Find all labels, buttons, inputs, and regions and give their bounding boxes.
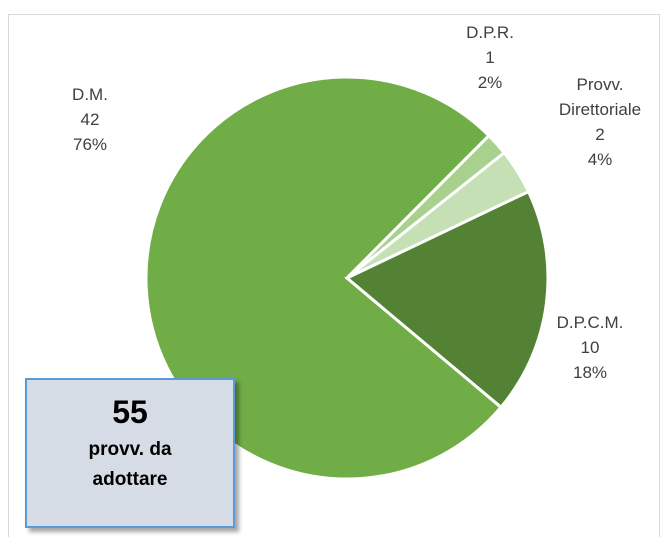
percent-label: 4% — [587, 150, 613, 169]
total-label: provv. da adottare — [88, 439, 172, 490]
value-label: 2 — [595, 125, 605, 144]
value-label: 10 — [580, 338, 600, 357]
total-box: 55 provv. da adottare — [25, 378, 235, 528]
data-label: D.M. 42 76% — [55, 82, 125, 157]
category-label: D.P.R. — [466, 23, 514, 42]
pie-slice — [344, 189, 550, 410]
percent-label: 18% — [572, 363, 608, 382]
category-label: D.P.C.M. — [556, 313, 624, 332]
chart-frame — [8, 14, 660, 537]
percent-label: 76% — [72, 135, 108, 154]
data-label: D.P.C.M. 10 18% — [545, 310, 635, 385]
category-label: Provv. Direttoriale — [558, 75, 642, 119]
percent-label: 2% — [477, 73, 503, 92]
data-label: D.P.R. 1 2% — [455, 20, 525, 95]
value-label: 42 — [80, 110, 100, 129]
total-value: 55 — [112, 394, 148, 430]
value-label: 1 — [485, 48, 495, 67]
category-label: D.M. — [72, 85, 108, 104]
data-label: Provv. Direttoriale 2 4% — [540, 72, 660, 172]
